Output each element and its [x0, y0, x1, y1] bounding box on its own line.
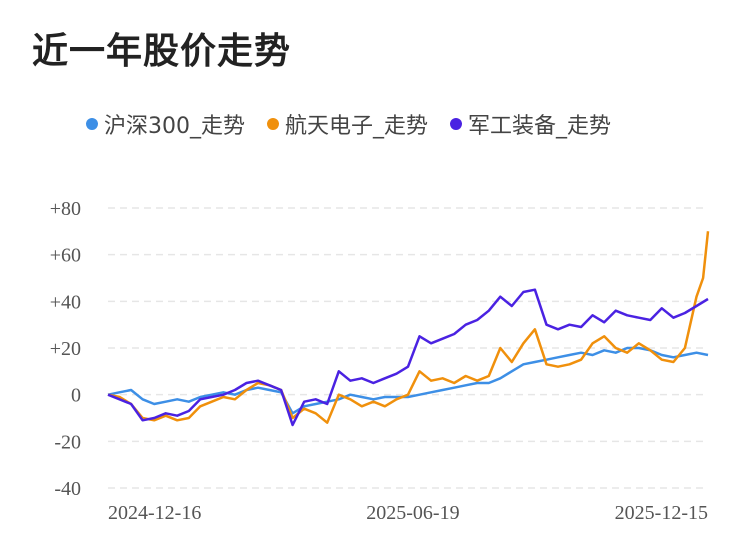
line-aerospace — [107, 231, 710, 424]
line-hs300 — [107, 346, 709, 415]
x-tick-label: 2025-12-15 — [615, 502, 708, 524]
line-military — [107, 288, 709, 427]
legend-dot-aerospace — [267, 118, 279, 130]
y-tick-label: 0 — [71, 385, 81, 407]
legend-item-military[interactable]: 军工装备_走势 — [450, 108, 611, 140]
legend-dot-military — [450, 118, 463, 130]
y-tick-label: -40 — [54, 478, 81, 500]
x-tick-label: 2025-06-19 — [366, 502, 459, 524]
legend-label-aerospace: 航天电子_走势 — [285, 114, 429, 139]
y-axis-ticks: +80 +60 +40 +20 0 -20 -40 — [50, 198, 81, 500]
chart-series — [107, 231, 710, 427]
y-tick-label: +60 — [50, 245, 81, 267]
chart-title: 近一年股价走势 — [32, 31, 292, 72]
legend-label-military: 军工装备_走势 — [468, 114, 612, 139]
legend-item-hs300[interactable]: 沪深300_走势 — [86, 108, 245, 140]
legend-dot-hs300 — [86, 118, 98, 130]
y-tick-label: +20 — [50, 338, 81, 360]
chart-legend: 沪深300_走势 航天电子_走势 军工装备_走势 — [86, 108, 611, 140]
x-tick-label: 2024-12-16 — [108, 502, 201, 524]
y-tick-label: +80 — [50, 198, 81, 220]
y-tick-label: -20 — [54, 431, 81, 453]
y-tick-label: +40 — [50, 291, 81, 313]
legend-label-hs300: 沪深300_走势 — [104, 114, 245, 139]
x-axis-ticks: 2024-12-16 2025-06-19 2025-12-15 — [108, 502, 708, 524]
legend-item-aerospace[interactable]: 航天电子_走势 — [267, 108, 428, 140]
